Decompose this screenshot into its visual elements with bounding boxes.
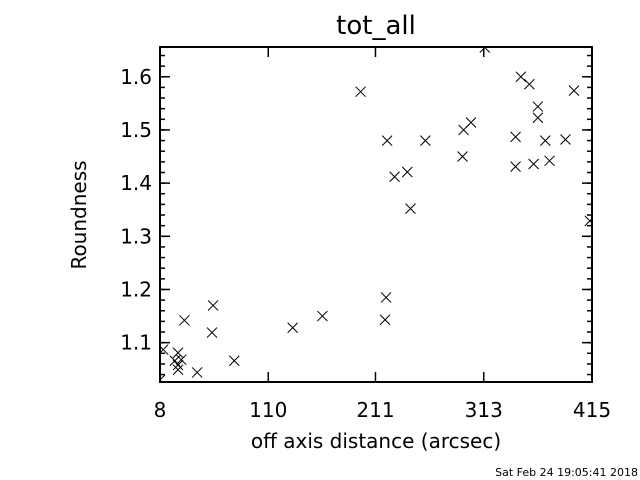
data-point bbox=[457, 151, 468, 162]
data-point bbox=[389, 171, 400, 183]
data-point bbox=[380, 292, 392, 303]
y-tick-label: 1.5 bbox=[120, 118, 152, 142]
timestamp: Sat Feb 24 19:05:41 2018 bbox=[495, 466, 638, 479]
data-point bbox=[515, 71, 527, 83]
data-point bbox=[287, 322, 299, 334]
y-tick-label: 1.4 bbox=[120, 171, 152, 195]
data-point bbox=[532, 112, 544, 124]
y-tick-label: 1.1 bbox=[120, 331, 152, 355]
data-point bbox=[172, 347, 184, 359]
data-point bbox=[228, 355, 240, 367]
plot-frame bbox=[159, 46, 593, 383]
data-point bbox=[405, 203, 416, 215]
data-point bbox=[175, 354, 187, 366]
data-point bbox=[379, 314, 391, 326]
data-point bbox=[160, 344, 169, 355]
data-point bbox=[510, 161, 521, 172]
y-tick-labels: 1.1 1.2 1.3 1.4 1.5 1.6 bbox=[120, 65, 152, 355]
data-point bbox=[317, 310, 328, 322]
data-point bbox=[524, 78, 535, 90]
y-axis-label: Roundness bbox=[67, 160, 91, 269]
data-point bbox=[568, 85, 580, 96]
data-point bbox=[172, 364, 184, 376]
data-point bbox=[532, 101, 544, 112]
data-point bbox=[510, 131, 521, 143]
data-point bbox=[381, 135, 393, 146]
y-tick-label: 1.2 bbox=[120, 277, 152, 301]
data-point bbox=[206, 327, 218, 338]
x-tick-label: 313 bbox=[465, 398, 503, 422]
data-point bbox=[528, 158, 539, 170]
data-point bbox=[169, 355, 181, 367]
data-point bbox=[560, 134, 571, 145]
data-point bbox=[207, 300, 219, 311]
data-point bbox=[420, 135, 431, 146]
x-tick-label: 415 bbox=[573, 398, 611, 422]
data-point bbox=[160, 374, 166, 382]
x-axis-label: off axis distance (arcsec) bbox=[251, 429, 501, 453]
axis-ticks bbox=[159, 47, 593, 382]
data-point bbox=[191, 367, 203, 378]
data-point bbox=[355, 86, 366, 98]
data-point bbox=[465, 117, 477, 128]
data-point bbox=[172, 359, 184, 371]
chart-title: tot_all bbox=[336, 11, 416, 41]
data-point bbox=[584, 215, 592, 227]
x-tick-label: 8 bbox=[154, 398, 167, 422]
x-tick-labels: 8 110 211 313 415 bbox=[154, 398, 611, 422]
data-point bbox=[544, 155, 555, 167]
data-points bbox=[160, 47, 592, 382]
data-point bbox=[479, 47, 491, 53]
data-point bbox=[539, 135, 551, 146]
x-tick-label: 110 bbox=[249, 398, 287, 422]
y-tick-label: 1.6 bbox=[120, 65, 152, 89]
x-tick-label: 211 bbox=[356, 398, 394, 422]
y-tick-label: 1.3 bbox=[120, 224, 152, 248]
data-point bbox=[179, 314, 190, 326]
data-point bbox=[401, 166, 413, 178]
